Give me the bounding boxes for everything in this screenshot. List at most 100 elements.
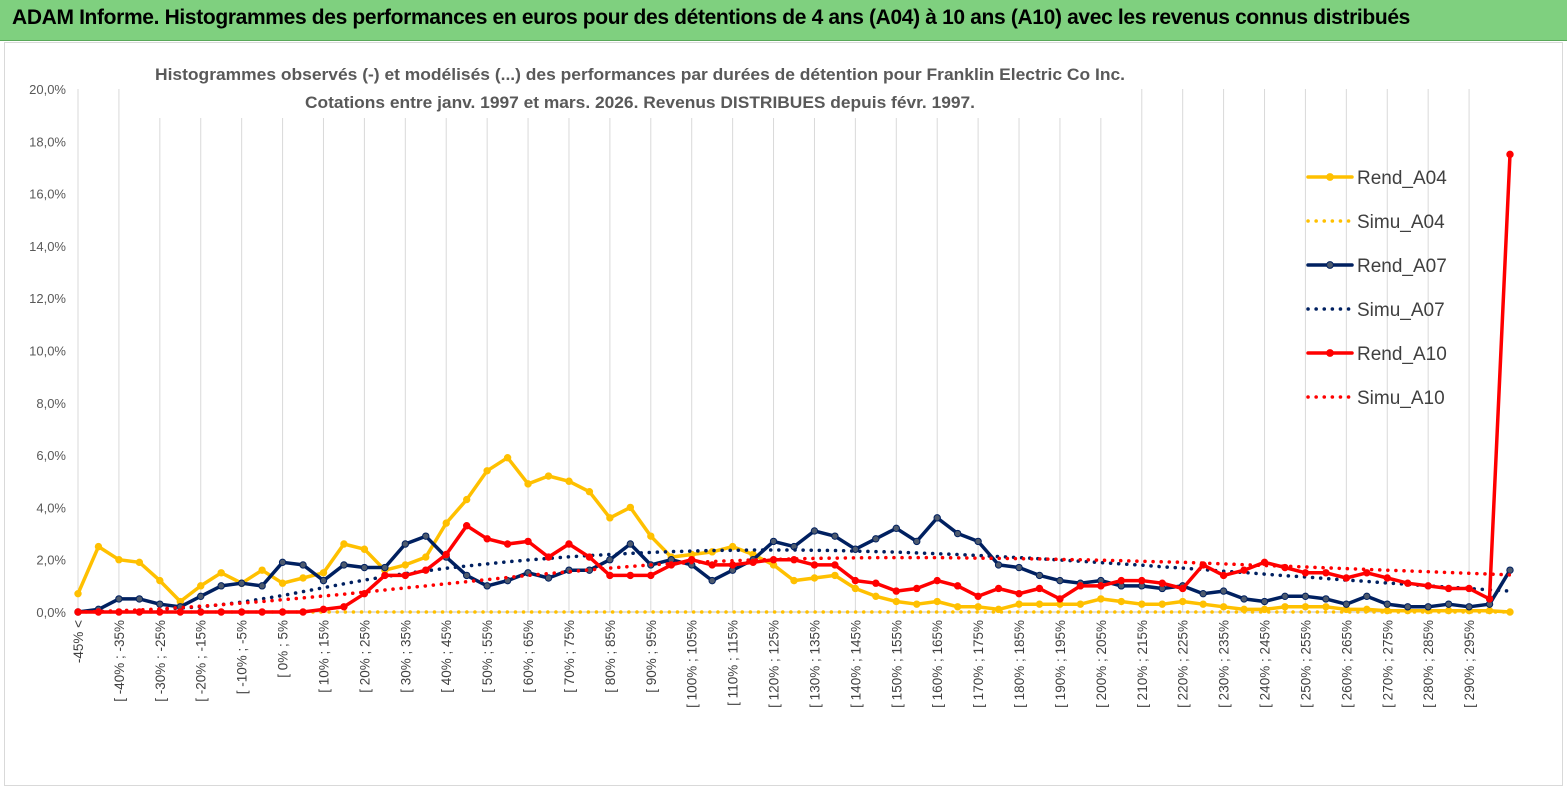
point-rend-a04 [565,477,573,485]
point-rend-a04 [1138,600,1146,608]
point-rend-a04 [135,558,144,567]
point-rend-a04 [647,532,655,540]
x-tick-label: [ 120% ; 125% [767,620,782,708]
point-rend-a04 [892,597,900,606]
x-tick-label: [ 50% ; 55% [480,620,495,693]
point-rend-a10 [524,537,532,546]
point-rend-a07 [913,537,921,546]
x-tick-label: [ 240% ; 245% [1258,620,1273,708]
point-rend-a10 [176,608,184,616]
point-rend-a10 [810,561,819,569]
x-tick-label: [ 250% ; 255% [1298,620,1313,708]
x-tick-label: [ 110% ; 115% [726,620,741,706]
point-rend-a10 [483,535,491,543]
x-tick-label: [ 210% ; 215% [1135,620,1150,708]
point-rend-a04 [974,603,982,611]
point-rend-a04 [503,454,512,462]
point-rend-a10 [1444,584,1453,593]
point-rend-a07 [258,582,266,590]
point-rend-a10 [606,571,614,580]
point-rend-a10 [340,603,348,611]
point-rend-a07 [1404,603,1412,611]
series-line-simu-a07 [76,548,1512,614]
point-rend-a10 [1383,574,1391,582]
x-tick-label: [ 280% ; 285% [1421,620,1436,708]
point-rend-a07 [299,561,307,569]
point-rend-a04 [913,600,921,608]
point-rend-a04 [217,569,225,577]
point-rend-a07 [1424,603,1432,611]
point-rend-a07 [1015,563,1023,572]
x-tick-label: [ 70% ; 75% [562,620,577,693]
point-rend-a10 [442,550,450,559]
point-rend-a07 [197,592,205,601]
point-rend-a10 [1322,569,1330,577]
legend-label-rend-a10: Rend_A10 [1357,344,1447,365]
point-rend-a07 [1219,587,1228,595]
point-rend-a07 [135,595,144,603]
point-rend-a10 [1404,579,1412,587]
point-rend-a07 [1199,589,1207,598]
point-rend-a04 [524,480,532,488]
point-rend-a04 [728,542,737,551]
point-rend-a07 [237,579,246,587]
point-rend-a10 [401,571,410,580]
point-rend-a10 [278,608,287,616]
point-rend-a04 [606,514,614,522]
x-tick-label: [ 140% ; 145% [848,620,863,708]
point-rend-a04 [1076,600,1085,608]
point-rend-a07 [1383,600,1391,608]
legend-marker-rend-a04 [1326,173,1334,181]
point-rend-a04 [1158,600,1166,608]
point-rend-a10 [1485,595,1494,603]
point-rend-a07 [1465,603,1473,611]
chart-grid [77,89,1470,612]
point-rend-a04 [115,556,123,564]
point-rend-a07 [1342,600,1351,608]
point-rend-a10 [1301,569,1310,577]
point-rend-a07 [1281,592,1289,601]
point-rend-a07 [115,595,123,603]
point-rend-a10 [728,561,737,569]
report-banner: ADAM Informe. Histogrammes des performan… [0,0,1567,41]
y-tick-label: 4,0% [36,500,66,515]
point-rend-a10 [851,576,860,585]
point-rend-a10 [237,608,246,616]
point-rend-a04 [1015,600,1023,608]
x-tick-label: [ 20% ; 25% [357,620,372,693]
y-tick-label: 8,0% [36,396,66,411]
legend-marker-rend-a10 [1326,349,1334,357]
point-rend-a07 [1506,566,1514,574]
chart-legend: Rend_A04 Simu_A04 Rend_A07 Simu_A07 Rend_A10… [1306,168,1447,409]
point-rend-a10 [708,561,716,569]
point-rend-a07 [933,514,941,522]
point-rend-a10 [626,571,635,580]
point-rend-a10 [1424,582,1432,590]
point-rend-a07 [872,535,880,543]
point-rend-a04 [872,592,880,601]
y-tick-label: 16,0% [29,187,66,202]
point-rend-a04 [1322,603,1330,611]
series-line-rend-a04 [76,455,1512,614]
point-rend-a04 [585,488,594,496]
point-rend-a07 [1240,595,1248,603]
point-rend-a10 [258,608,266,616]
point-rend-a04 [810,574,819,582]
point-rend-a04 [197,582,205,590]
point-rend-a07 [1056,576,1064,585]
point-rend-a07 [319,576,328,585]
x-tick-label: [ 190% ; 195% [1053,620,1068,708]
point-rend-a07 [217,582,225,590]
x-tick-label: [ 160% ; 165% [930,620,945,708]
y-tick-label: 6,0% [36,448,66,463]
x-tick-label: [ -10% ; -5% [235,620,250,694]
x-tick-label: [ 130% ; 135% [807,620,822,708]
x-tick-label: -45% < [71,620,86,663]
point-rend-a10 [913,584,921,593]
point-rend-a10 [503,540,512,548]
legend-label-rend-a07: Rend_A07 [1357,256,1447,277]
legend-label-simu-a07: Simu_A07 [1357,300,1445,321]
point-rend-a10 [1097,582,1105,590]
y-tick-label: 2,0% [36,553,66,568]
